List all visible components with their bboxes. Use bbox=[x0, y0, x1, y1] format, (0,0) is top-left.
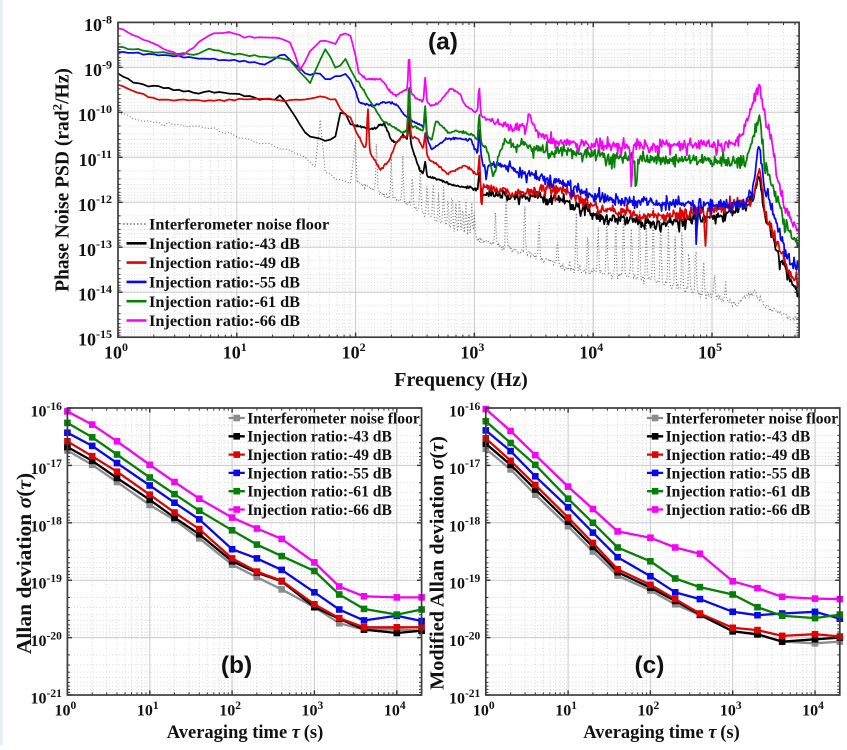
svg-text:Allan deviation σ(τ): Allan deviation σ(τ) bbox=[12, 473, 36, 654]
svg-text:Injection ratio:-66 dB: Injection ratio:-66 dB bbox=[247, 502, 392, 519]
svg-text:Frequency (Hz): Frequency (Hz) bbox=[394, 369, 528, 391]
svg-text:103: 103 bbox=[460, 340, 484, 363]
svg-text:Averaging time τ (s): Averaging time τ (s) bbox=[583, 723, 739, 743]
svg-text:Injection ratio:-43 dB: Injection ratio:-43 dB bbox=[666, 429, 811, 446]
svg-text:Injection ratio:-43 dB: Injection ratio:-43 dB bbox=[247, 429, 392, 446]
svg-text:Interferometer noise floor: Interferometer noise floor bbox=[666, 410, 839, 427]
svg-text:Injection ratio:-61 dB: Injection ratio:-61 dB bbox=[149, 292, 300, 311]
svg-text:(a): (a) bbox=[428, 29, 458, 56]
svg-text:Phase Noise PSD (rad2/Hz): Phase Noise PSD (rad2/Hz) bbox=[50, 68, 74, 292]
svg-text:Injection ratio:-43 dB: Injection ratio:-43 dB bbox=[149, 234, 300, 253]
svg-text:102: 102 bbox=[342, 340, 366, 363]
svg-text:104: 104 bbox=[579, 340, 603, 363]
svg-text:Interferometer noise floor: Interferometer noise floor bbox=[247, 410, 420, 427]
svg-text:Injection ratio:-55 dB: Injection ratio:-55 dB bbox=[666, 465, 811, 482]
svg-text:(b): (b) bbox=[221, 652, 252, 679]
svg-text:Injection ratio:-66 dB: Injection ratio:-66 dB bbox=[666, 502, 811, 519]
svg-text:Injection ratio:-66 dB: Injection ratio:-66 dB bbox=[149, 311, 300, 330]
svg-text:Injection ratio:-49 dB: Injection ratio:-49 dB bbox=[247, 447, 392, 464]
svg-text:Injection ratio:-61 dB: Injection ratio:-61 dB bbox=[247, 484, 392, 501]
svg-text:101: 101 bbox=[223, 340, 247, 363]
svg-text:Injection ratio:-61 dB: Injection ratio:-61 dB bbox=[666, 484, 811, 501]
svg-text:Injection ratio:-49 dB: Injection ratio:-49 dB bbox=[666, 447, 811, 464]
svg-text:Interferometer noise floor: Interferometer noise floor bbox=[149, 215, 329, 234]
svg-text:Injection ratio:-55 dB: Injection ratio:-55 dB bbox=[247, 465, 392, 482]
svg-text:Modified Allan deviation σ(τ): Modified Allan deviation σ(τ) bbox=[427, 436, 449, 690]
svg-text:Injection ratio:-49 dB: Injection ratio:-49 dB bbox=[149, 253, 300, 272]
svg-text:Injection ratio:-55 dB: Injection ratio:-55 dB bbox=[149, 273, 300, 292]
svg-text:(c): (c) bbox=[635, 652, 665, 679]
svg-text:Averaging time τ (s): Averaging time τ (s) bbox=[167, 723, 323, 743]
